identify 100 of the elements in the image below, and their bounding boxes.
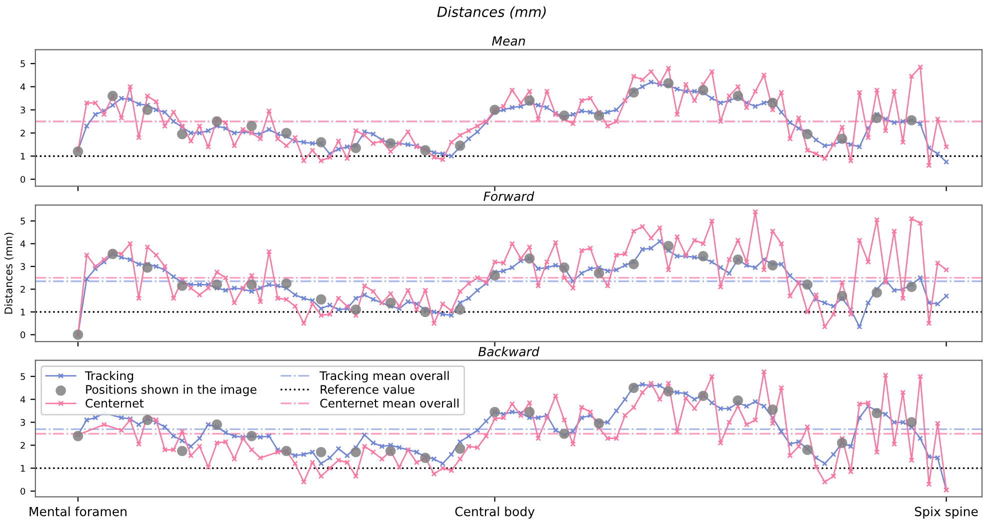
y-tick-label: 1	[20, 152, 25, 160]
point	[906, 417, 917, 428]
point	[872, 287, 882, 298]
legend-label: Centernet mean overall	[320, 398, 458, 408]
point	[72, 330, 84, 340]
point	[142, 104, 153, 115]
point	[836, 290, 848, 302]
x-tick-label: Central body	[455, 506, 535, 519]
y-tick-label: 3	[20, 106, 25, 114]
point	[698, 85, 708, 96]
point	[420, 452, 430, 463]
point	[212, 279, 222, 290]
point	[177, 128, 188, 140]
point	[559, 262, 570, 273]
point	[524, 253, 535, 264]
point	[732, 395, 744, 406]
point	[524, 406, 535, 418]
point	[732, 254, 744, 265]
y-tick-label: 5	[20, 60, 25, 68]
point	[316, 446, 326, 458]
point	[350, 304, 361, 315]
point	[246, 430, 257, 442]
y-tick-label: 3	[20, 263, 25, 270]
y-tick-label: 5	[20, 373, 25, 380]
point	[177, 280, 188, 291]
point	[316, 294, 326, 305]
point	[142, 414, 153, 426]
point	[108, 90, 118, 102]
point	[490, 104, 500, 115]
point	[490, 406, 500, 418]
point	[212, 116, 222, 127]
point	[872, 408, 882, 418]
point	[802, 444, 813, 455]
point	[385, 446, 396, 456]
point	[663, 78, 674, 88]
y-tick-label: 0	[20, 488, 26, 495]
legend-label: Positions shown in the image	[86, 384, 256, 396]
point	[385, 298, 396, 308]
point	[454, 140, 466, 151]
point	[420, 306, 430, 318]
point	[72, 430, 84, 442]
point	[246, 279, 257, 290]
point	[490, 270, 500, 281]
y-tick-label: 2	[20, 286, 25, 293]
y-tick-label: 1	[20, 465, 25, 472]
point	[698, 390, 708, 402]
point	[454, 444, 466, 454]
point	[698, 251, 708, 262]
y-tick-label: 4	[20, 84, 26, 90]
point	[628, 87, 639, 98]
y-tick-label: 4	[20, 240, 26, 248]
legend-label: Tracking	[84, 370, 134, 382]
point	[108, 248, 118, 260]
chart-title: Backward	[478, 346, 540, 356]
y-tick-label: 5	[20, 218, 25, 224]
y-tick-label: 2	[20, 130, 25, 136]
point	[628, 259, 639, 270]
point	[767, 404, 778, 415]
point	[524, 95, 535, 106]
point	[350, 142, 361, 154]
point	[628, 382, 639, 394]
point	[142, 262, 153, 273]
point	[872, 112, 882, 124]
x-tick-label: Spix spine	[914, 506, 978, 519]
legend-label: Centernet	[86, 398, 144, 408]
point	[663, 386, 674, 396]
point	[385, 138, 396, 149]
point	[350, 446, 361, 458]
point	[454, 304, 466, 315]
legend-label: Tracking mean overall	[320, 370, 449, 382]
y-tick-label: 0	[20, 331, 26, 338]
point	[559, 428, 570, 439]
point	[246, 120, 257, 132]
point	[663, 240, 674, 252]
point	[559, 110, 570, 121]
point	[594, 418, 604, 429]
point	[420, 145, 430, 156]
chart-subtitle: Mean	[492, 36, 525, 46]
point	[281, 278, 292, 289]
point	[281, 446, 292, 456]
y-tick-label: 4	[20, 396, 26, 403]
point	[316, 137, 326, 148]
point	[281, 128, 292, 138]
point	[802, 128, 813, 140]
point	[212, 419, 222, 430]
legend-label: Reference value	[320, 384, 414, 394]
point	[594, 268, 604, 278]
chart-title: Distances (mm)	[437, 6, 546, 19]
y-axis-title: Distances (mm)	[4, 232, 14, 314]
y-tick-label: 2	[20, 442, 25, 449]
x-tick-label: Mental foramen	[30, 506, 126, 516]
point	[177, 446, 188, 456]
point	[767, 98, 778, 108]
y-tick-label: 1	[20, 308, 25, 316]
chart-title: Forward	[484, 191, 534, 202]
point	[802, 279, 813, 290]
point	[767, 260, 778, 270]
point	[836, 134, 848, 144]
point	[72, 146, 84, 157]
y-tick-label: 0	[20, 176, 26, 183]
